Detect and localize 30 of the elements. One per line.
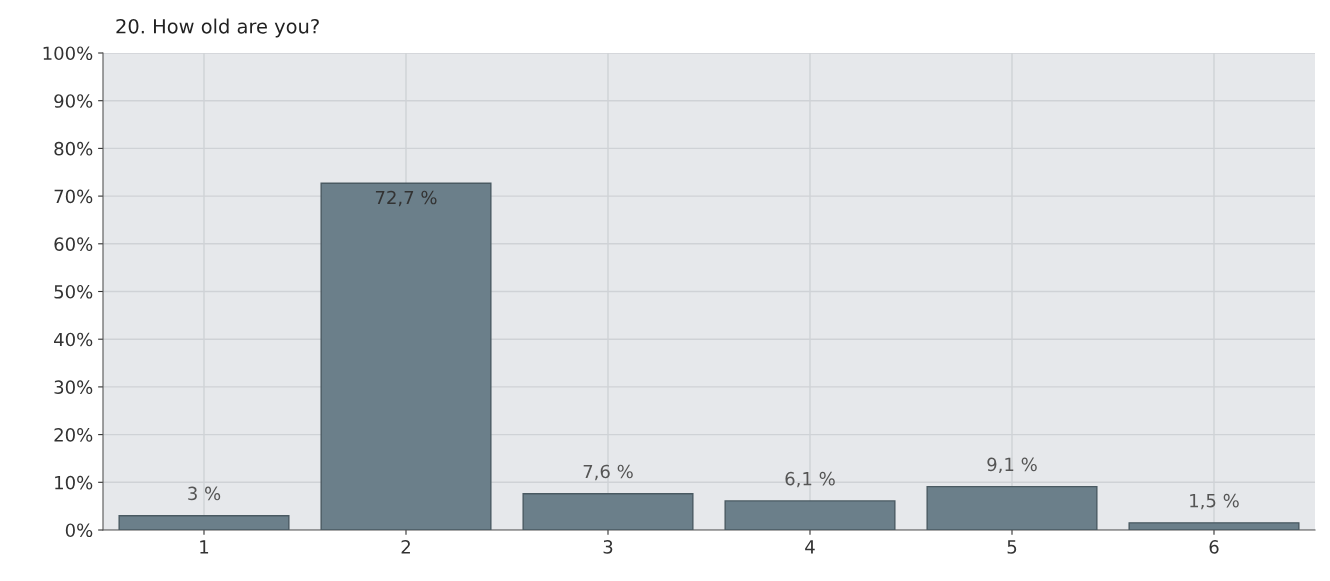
y-tick-label: 50% (54, 284, 93, 299)
bar (522, 493, 694, 530)
y-tick-label: 80% (54, 141, 93, 156)
x-tick-label: 4 (805, 540, 815, 554)
bar (1128, 522, 1300, 530)
x-tick-label: 5 (1007, 540, 1017, 554)
data-label: 72,7 % (375, 190, 437, 207)
data-label: 9,1 % (987, 457, 1037, 474)
y-tick-label: 20% (54, 428, 93, 442)
data-label: 1,5 % (1190, 493, 1239, 510)
bar (926, 485, 1098, 530)
bar (320, 182, 492, 530)
bar (724, 500, 896, 530)
data-label: 3 % (188, 486, 221, 501)
x-tick-label: 3 (603, 540, 613, 554)
chart-title: 20. How old are you? (116, 18, 319, 38)
y-tick-label: 60% (54, 237, 93, 251)
y-tick-label: 90% (54, 94, 93, 108)
x-tick-label: 2 (401, 540, 410, 554)
x-tick-label: 6 (1209, 540, 1219, 554)
y-tick-label: 100% (43, 46, 93, 61)
bar (118, 514, 290, 530)
y-tick-label: 70% (54, 189, 93, 204)
y-tick-label: 0% (65, 523, 93, 538)
y-tick-label: 10% (55, 475, 93, 490)
data-label: 6,1 % (785, 471, 835, 488)
x-tick-label: 1 (200, 540, 209, 554)
y-tick-label: 40% (54, 332, 93, 347)
y-tick-label: 30% (54, 380, 93, 395)
data-label: 7,6 % (583, 464, 633, 481)
